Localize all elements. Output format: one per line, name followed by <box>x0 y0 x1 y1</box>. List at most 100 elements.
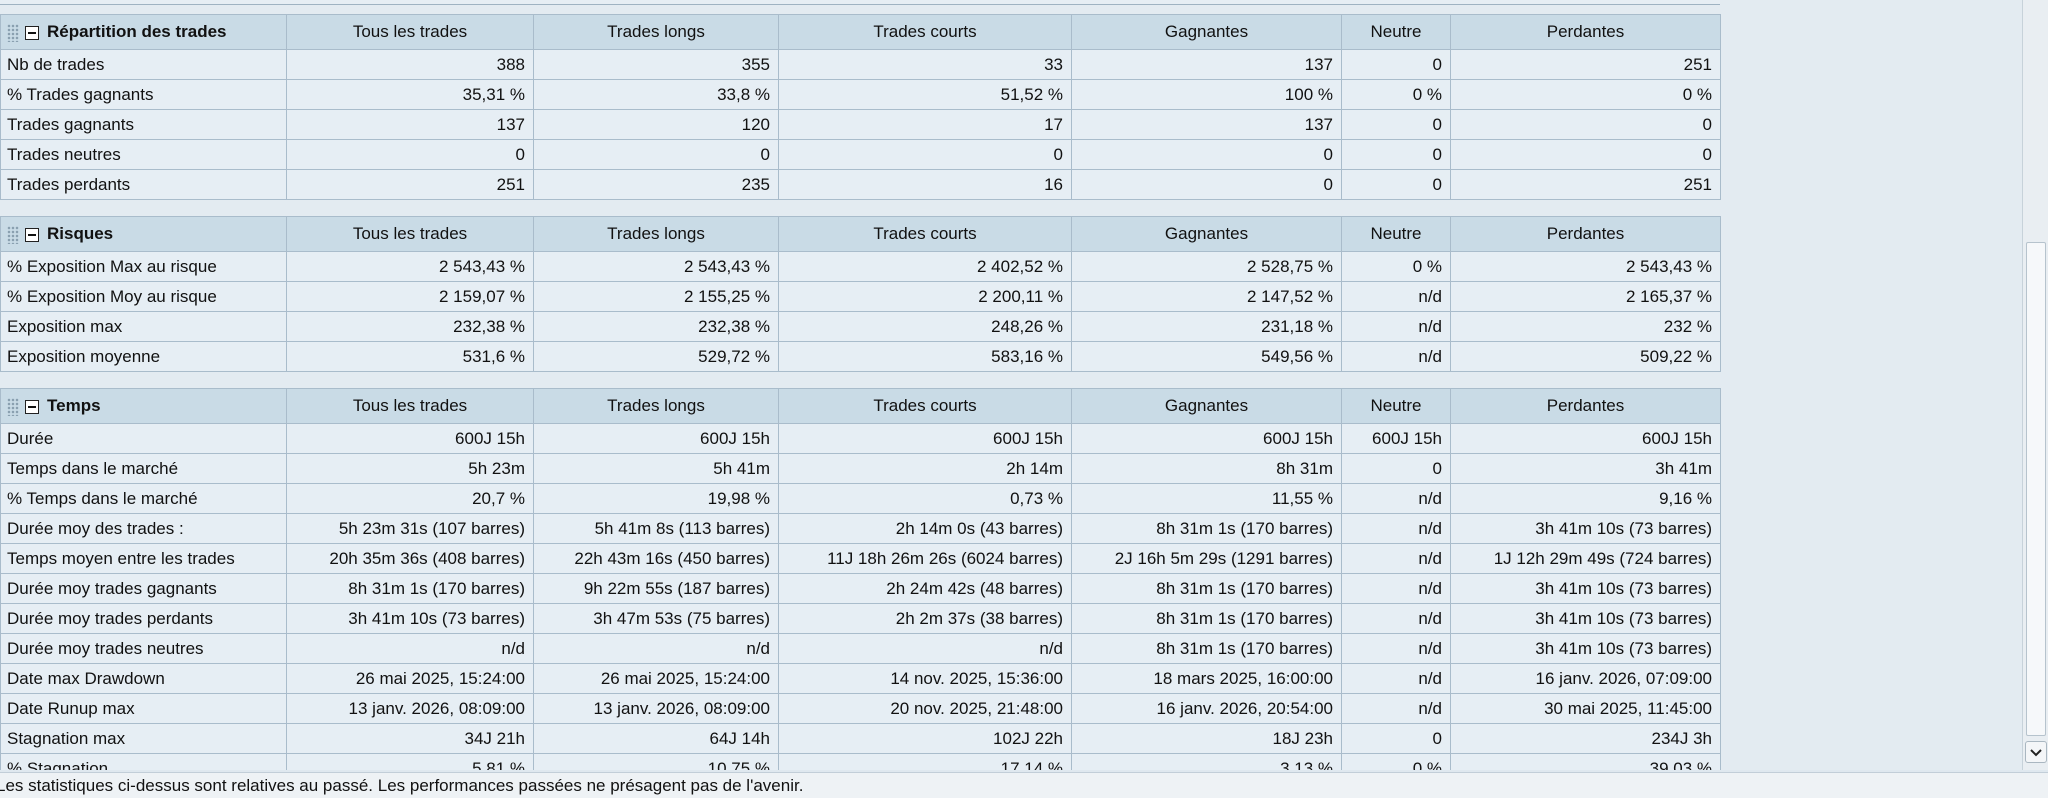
column-header: Tous les trades <box>286 388 534 424</box>
cell-value: 13 janv. 2026, 08:09:00 <box>286 693 534 724</box>
column-header: Neutre <box>1341 216 1451 252</box>
cell-value: 11,55 % <box>1071 483 1342 514</box>
cell-value: n/d <box>1341 483 1451 514</box>
cell-value: 5h 41m 8s (113 barres) <box>533 513 779 544</box>
cell-value: 3h 47m 53s (75 barres) <box>533 603 779 634</box>
data-row: Stagnation max 34J 21h 64J 14h 102J 22h 18J … <box>0 723 1721 754</box>
cell-value: 0 <box>1341 139 1451 170</box>
cell-value: 35,31 % <box>286 79 534 110</box>
row-label: Durée moy trades gagnants <box>0 573 287 604</box>
row-label: Durée moy trades perdants <box>0 603 287 634</box>
cell-value: 600J 15h <box>1071 423 1342 454</box>
cell-value: n/d <box>1341 693 1451 724</box>
cell-value: 3h 41m 10s (73 barres) <box>1450 603 1721 634</box>
section-header: Répartition des trades <box>0 14 287 50</box>
cell-value: 3h 41m 10s (73 barres) <box>1450 633 1721 664</box>
column-header: Neutre <box>1341 388 1451 424</box>
row-label: Trades perdants <box>0 169 287 200</box>
cell-value: 0 <box>1341 453 1451 484</box>
data-row: Nb de trades 388 355 33 137 0 251 <box>0 49 1721 80</box>
column-header: Trades courts <box>778 216 1072 252</box>
stats-panel: Répartition des trades Tous les trades Tra… <box>0 4 1721 770</box>
drag-handle[interactable] <box>7 397 19 416</box>
cell-value: 17 <box>778 109 1072 140</box>
data-row: % Temps dans le marché 20,7 % 19,98 % 0,73 … <box>0 483 1721 514</box>
cell-value: 583,16 % <box>778 341 1072 372</box>
cell-value: 2 165,37 % <box>1450 281 1721 312</box>
cell-value: 16 <box>778 169 1072 200</box>
cell-value: 2h 24m 42s (48 barres) <box>778 573 1072 604</box>
cell-value: 0 % <box>1341 753 1451 770</box>
cell-value: 3h 41m 10s (73 barres) <box>1450 573 1721 604</box>
column-header: Trades longs <box>533 14 779 50</box>
row-label: Temps moyen entre les trades <box>0 543 287 574</box>
cell-value: 0 % <box>1341 251 1451 282</box>
cell-value: 2 402,52 % <box>778 251 1072 282</box>
data-row: Date Runup max 13 janv. 2026, 08:09:00 13 … <box>0 693 1721 724</box>
cell-value: 2h 14m 0s (43 barres) <box>778 513 1072 544</box>
row-label: % Exposition Max au risque <box>0 251 287 282</box>
drag-handle[interactable] <box>7 23 19 42</box>
column-header: Neutre <box>1341 14 1451 50</box>
cell-value: 137 <box>286 109 534 140</box>
cell-value: 0 <box>1450 109 1721 140</box>
cell-value: 232,38 % <box>533 311 779 342</box>
cell-value: 2 543,43 % <box>286 251 534 282</box>
cell-value: 16 janv. 2026, 07:09:00 <box>1450 663 1721 694</box>
cell-value: 3h 41m 10s (73 barres) <box>286 603 534 634</box>
scrollbar[interactable] <box>2022 0 2048 770</box>
cell-value: 5h 23m 31s (107 barres) <box>286 513 534 544</box>
row-label: Stagnation max <box>0 723 287 754</box>
data-row: % Exposition Max au risque 2 543,43 % 2 54… <box>0 251 1721 282</box>
cell-value: 232,38 % <box>286 311 534 342</box>
cell-value: 120 <box>533 109 779 140</box>
cell-value: 529,72 % <box>533 341 779 372</box>
column-header: Perdantes <box>1450 14 1721 50</box>
collapse-button[interactable] <box>25 399 39 414</box>
data-row: Temps dans le marché 5h 23m 5h 41m 2h 14m 8h… <box>0 453 1721 484</box>
column-header: Tous les trades <box>286 216 534 252</box>
cell-value: 2 155,25 % <box>533 281 779 312</box>
scroll-thumb[interactable] <box>2026 242 2046 736</box>
cell-value: 2 543,43 % <box>533 251 779 282</box>
cell-value: 0 <box>1341 169 1451 200</box>
column-header: Perdantes <box>1450 388 1721 424</box>
column-header: Gagnantes <box>1071 14 1342 50</box>
cell-value: 30 mai 2025, 11:45:00 <box>1450 693 1721 724</box>
cell-value: n/d <box>1341 573 1451 604</box>
cell-value: 2 543,43 % <box>1450 251 1721 282</box>
section-header: Risques <box>0 216 287 252</box>
collapse-button[interactable] <box>25 227 39 242</box>
data-row: % Trades gagnants 35,31 % 33,8 % 51,52 % 100… <box>0 79 1721 110</box>
row-label: Date max Drawdown <box>0 663 287 694</box>
cell-value: 20 nov. 2025, 21:48:00 <box>778 693 1072 724</box>
row-label: Nb de trades <box>0 49 287 80</box>
collapse-button[interactable] <box>25 25 39 40</box>
stats-table: Répartition des trades Tous les trades Tra… <box>0 14 1721 200</box>
cell-value: 19,98 % <box>533 483 779 514</box>
cell-value: n/d <box>778 633 1072 664</box>
cell-value: 0 <box>286 139 534 170</box>
cell-value: n/d <box>1341 663 1451 694</box>
cell-value: 251 <box>1450 49 1721 80</box>
data-row: % Stagnation 5,81 % 10,75 % 17,14 % 3,13 % 0 … <box>0 753 1721 770</box>
cell-value: 102J 22h <box>778 723 1072 754</box>
cell-value: 9h 22m 55s (187 barres) <box>533 573 779 604</box>
cell-value: 0 <box>778 139 1072 170</box>
section-title: Répartition des trades <box>47 22 227 41</box>
cell-value: 234J 3h <box>1450 723 1721 754</box>
cell-value: 51,52 % <box>778 79 1072 110</box>
stats-table: Temps Tous les trades Trades longs Trades c… <box>0 388 1721 770</box>
cell-value: 8h 31m 1s (170 barres) <box>1071 633 1342 664</box>
drag-handle[interactable] <box>7 225 19 244</box>
header-row: Répartition des trades Tous les trades Tra… <box>0 14 1721 50</box>
column-header: Gagnantes <box>1071 388 1342 424</box>
scroll-down[interactable] <box>2025 741 2047 763</box>
cell-value: 531,6 % <box>286 341 534 372</box>
cell-value: 5h 41m <box>533 453 779 484</box>
row-label: Trades neutres <box>0 139 287 170</box>
cell-value: 509,22 % <box>1450 341 1721 372</box>
cell-value: 0 % <box>1450 79 1721 110</box>
cell-value: 600J 15h <box>1341 423 1451 454</box>
